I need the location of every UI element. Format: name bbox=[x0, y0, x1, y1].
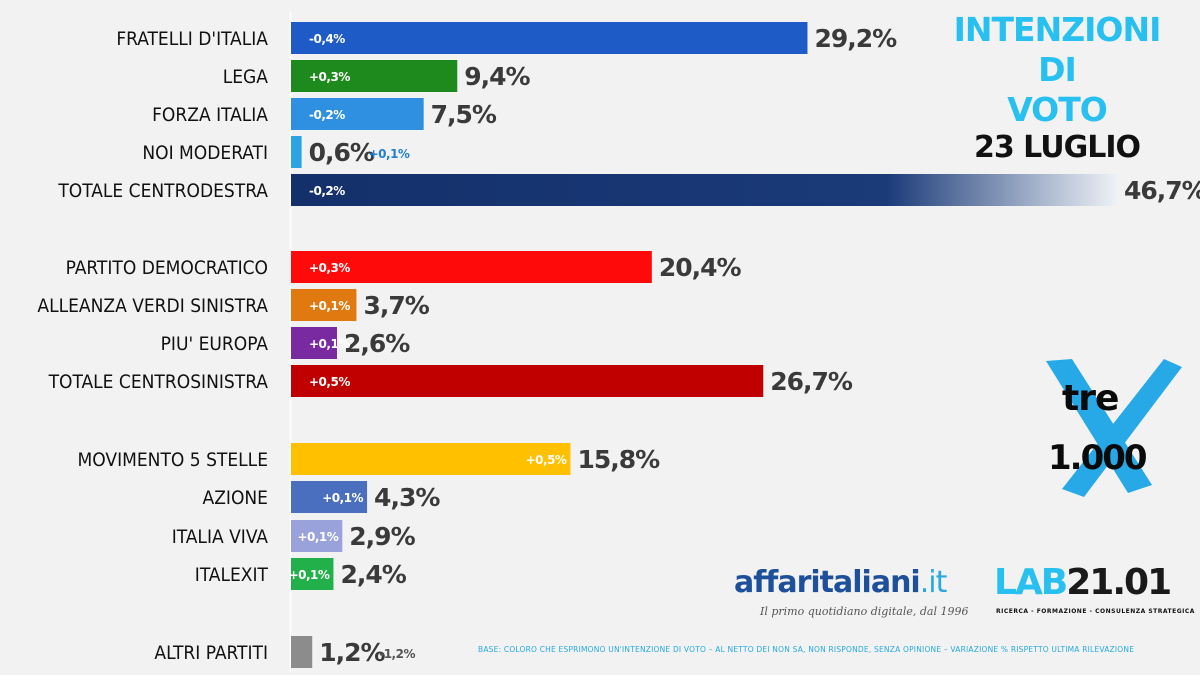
bar-value: 2,6% bbox=[344, 329, 410, 358]
bar-delta: +0,5% bbox=[309, 375, 350, 389]
brand-name-suffix: .it bbox=[919, 565, 948, 600]
bar-value: 1,2% bbox=[319, 638, 385, 667]
bar-delta: -0,4% bbox=[309, 32, 345, 46]
bar-row: PARTITO DEMOCRATICO 20,4% +0,3% bbox=[66, 251, 743, 283]
bar-row: ITALEXIT 2,4% +0,1% bbox=[195, 558, 408, 590]
bar-value: 0,6% bbox=[309, 138, 375, 167]
bar bbox=[291, 365, 764, 397]
bar-value: 29,2% bbox=[814, 24, 897, 53]
logo-tre-text: tre bbox=[1062, 378, 1119, 419]
bar bbox=[291, 558, 334, 590]
bar-label: NOI MODERATI bbox=[142, 142, 268, 164]
bar-value: 3,7% bbox=[363, 291, 429, 320]
bar-delta: +0,1% bbox=[309, 337, 350, 351]
brand-name: affaritaliani.it bbox=[734, 565, 948, 600]
bar-delta: -1,2% bbox=[379, 647, 415, 661]
bar-value: 26,7% bbox=[770, 367, 853, 396]
bar-delta: +0,1% bbox=[322, 491, 363, 505]
bar bbox=[291, 98, 424, 130]
lab-name: LAB21.01 bbox=[994, 562, 1172, 603]
brand-name-main: affaritaliani bbox=[734, 565, 921, 600]
bar-value: 15,8% bbox=[577, 445, 660, 474]
bar-row: TOTALE CENTRODESTRA 46,7% -0,2% bbox=[57, 174, 1200, 206]
bar-label: FORZA ITALIA bbox=[152, 104, 268, 126]
title-line-1: INTENZIONI DI bbox=[953, 10, 1162, 89]
footnote: BASE: COLORO CHE ESPRIMONO UN'INTENZIONE… bbox=[478, 645, 1135, 654]
bar-delta: +0,5% bbox=[526, 453, 567, 467]
bar-row: TOTALE CENTROSINISTRA 26,7% +0,5% bbox=[48, 365, 854, 397]
bar-delta: -0,2% bbox=[309, 184, 345, 198]
bar-value: 9,4% bbox=[464, 62, 530, 91]
bar-row: FORZA ITALIA 7,5% -0,2% bbox=[152, 98, 498, 130]
bar-label: TOTALE CENTROSINISTRA bbox=[48, 371, 269, 393]
bar bbox=[291, 481, 368, 513]
bar-value: 7,5% bbox=[431, 100, 497, 129]
bar bbox=[291, 443, 571, 475]
bar-delta: +0,1% bbox=[309, 299, 350, 313]
bar-label: PIU' EUROPA bbox=[161, 333, 269, 355]
bar-delta: +0,1% bbox=[289, 568, 330, 582]
bar-label: LEGA bbox=[223, 66, 269, 88]
lab2101-logo: LAB21.01 RICERCA - FORMAZIONE - CONSULEN… bbox=[994, 562, 1194, 615]
lab-tagline: RICERCA - FORMAZIONE - CONSULENZA STRATE… bbox=[996, 608, 1195, 615]
bar-row: ITALIA VIVA 2,9% +0,1% bbox=[172, 520, 417, 552]
bar-label: AZIONE bbox=[203, 487, 268, 509]
bar-row: FRATELLI D'ITALIA 29,2% -0,4% bbox=[116, 22, 898, 54]
bar bbox=[291, 636, 313, 668]
bar bbox=[291, 327, 337, 359]
title-date: 23 LUGLIO bbox=[973, 130, 1141, 165]
bar-label: ITALIA VIVA bbox=[172, 526, 269, 548]
bar bbox=[291, 60, 458, 92]
lab-name-part2: 21.01 bbox=[1066, 562, 1172, 603]
bar-value: 2,9% bbox=[349, 522, 415, 551]
bar-row: PIU' EUROPA 2,6%+0,1% bbox=[161, 327, 411, 359]
bar-label: FRATELLI D'ITALIA bbox=[116, 28, 268, 50]
bar-value: 2,4% bbox=[340, 560, 406, 589]
bar-row: LEGA 9,4% +0,3% bbox=[223, 60, 532, 92]
bar-delta: -0,2% bbox=[309, 108, 345, 122]
affaritaliani-logo: affaritaliani.it Il primo quotidiano dig… bbox=[734, 565, 968, 618]
bar-delta: +0,3% bbox=[309, 70, 350, 84]
x-stroke-1 bbox=[1046, 359, 1152, 493]
bar-row: NOI MODERATI 0,6%+0,1% bbox=[142, 136, 410, 168]
bar-label: PARTITO DEMOCRATICO bbox=[66, 257, 268, 279]
tre-per-mille-x-logo bbox=[1046, 359, 1182, 497]
bar-delta: +0,1% bbox=[369, 147, 410, 161]
bar-row: ALLEANZA VERDI SINISTRA 3,7% +0,1% bbox=[37, 289, 431, 321]
bar bbox=[291, 174, 1117, 206]
bar bbox=[291, 22, 808, 54]
bar-label: TOTALE CENTRODESTRA bbox=[57, 180, 268, 202]
bar-label: ITALEXIT bbox=[195, 564, 269, 586]
title-block: INTENZIONI DI VOTO 23 LUGLIO bbox=[942, 10, 1172, 166]
logo-1000-text: 1.000 bbox=[1048, 438, 1148, 478]
bar-value: 4,3% bbox=[374, 483, 440, 512]
bar-delta: +0,1% bbox=[297, 530, 338, 544]
title-line-2: VOTO bbox=[1007, 90, 1108, 129]
lab-name-part1: LAB bbox=[994, 562, 1068, 603]
bar bbox=[291, 251, 652, 283]
bar-label: ALTRI PARTITI bbox=[154, 642, 268, 664]
bar-label: MOVIMENTO 5 STELLE bbox=[78, 449, 268, 471]
x-stroke-2 bbox=[1062, 359, 1182, 497]
bar-value: 20,4% bbox=[659, 253, 742, 282]
bar-row: ALTRI PARTITI 1,2%-1,2% bbox=[154, 636, 416, 668]
bar-value: 46,7% bbox=[1124, 176, 1200, 205]
bar bbox=[291, 289, 357, 321]
bar bbox=[291, 520, 343, 552]
bar-label: ALLEANZA VERDI SINISTRA bbox=[37, 295, 268, 317]
bar-row: AZIONE 4,3% +0,1% bbox=[203, 481, 441, 513]
bar-delta: +0,3% bbox=[309, 261, 350, 275]
bar-row: MOVIMENTO 5 STELLE 15,8% +0,5% bbox=[78, 443, 661, 475]
brand-tagline: Il primo quotidiano digitale, dal 1996 bbox=[760, 605, 969, 618]
bar bbox=[291, 136, 302, 168]
